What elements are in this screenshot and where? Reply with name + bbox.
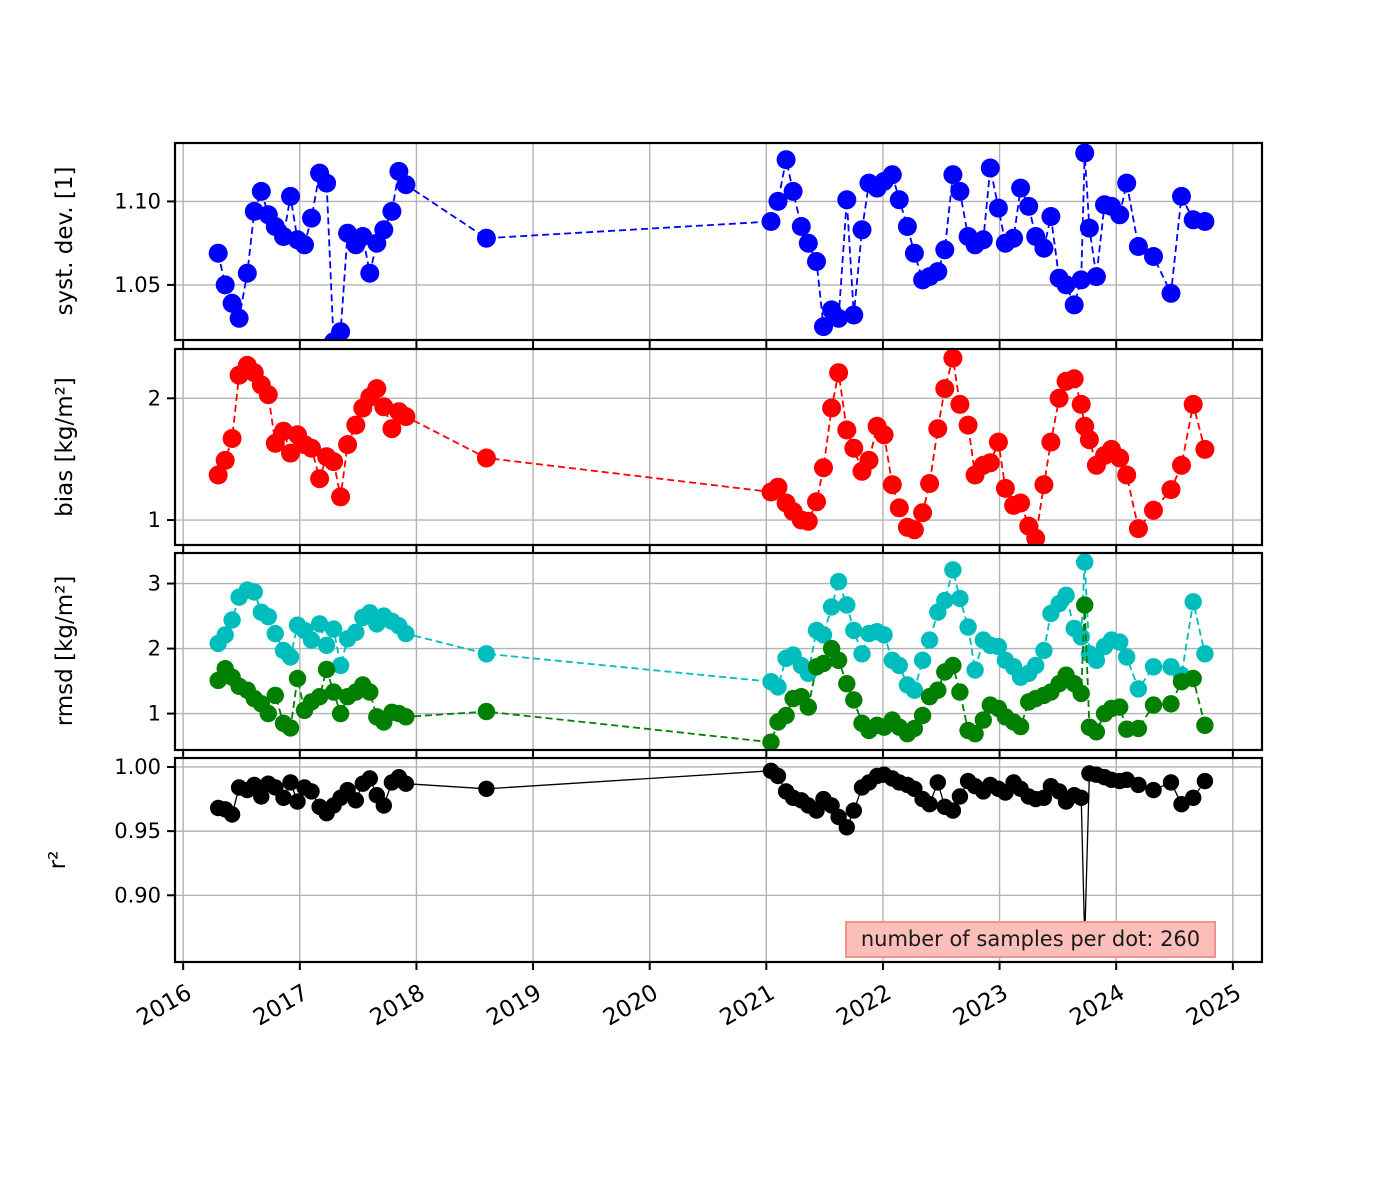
ytick-label: 1 — [148, 702, 161, 726]
series-syst_dev — [208, 143, 1215, 340]
series-bias — [208, 349, 1215, 545]
xtick-label: 2024 — [1066, 980, 1130, 1032]
ytick-label: 1.05 — [114, 273, 161, 297]
ytick-label: 1.00 — [114, 755, 161, 779]
ytick-label: 2 — [148, 637, 161, 661]
xtick-label: 2025 — [1182, 980, 1246, 1032]
ytick-label: 1.10 — [114, 189, 161, 213]
ylabel-r2: r² — [45, 850, 71, 870]
xtick-label: 2021 — [716, 980, 780, 1032]
series-rmsd_cyan — [209, 553, 1214, 699]
xtick-label: 2023 — [949, 980, 1013, 1032]
xtick-label: 2019 — [482, 980, 546, 1032]
ytick-label: 0.90 — [114, 883, 161, 907]
panel-3: 0.90 0.95 1.00 — [114, 755, 1264, 970]
xtick-label: 2018 — [366, 980, 430, 1032]
xtick-label: 2016 — [132, 980, 196, 1032]
x-axis-labels: 2016 2017 2018 2019 2020 2021 2022 2023 2024 2025 — [132, 980, 1245, 1032]
xtick-label: 2017 — [249, 980, 313, 1032]
annotation-samples-per-dot: number of samples per dot: 260 — [845, 921, 1216, 958]
ytick-label: 3 — [148, 572, 161, 596]
xtick-label: 2022 — [832, 980, 896, 1032]
series-rmsd_green — [209, 596, 1214, 750]
panel-2: 1 2 3 — [148, 551, 1264, 758]
panel-1: 12 — [148, 347, 1264, 553]
ytick-label: 2 — [148, 386, 161, 410]
ytick-label: 0.95 — [114, 819, 161, 843]
xtick-label: 2020 — [599, 980, 663, 1032]
panel-0: 1.05 1.10 — [114, 141, 1264, 348]
ytick-label: 1 — [148, 508, 161, 532]
series-r2 — [210, 762, 1214, 948]
